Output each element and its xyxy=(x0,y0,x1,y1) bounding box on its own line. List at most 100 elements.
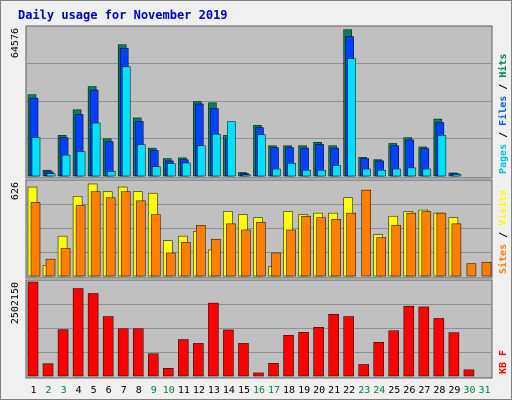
bar xyxy=(257,134,266,177)
bar xyxy=(403,305,415,377)
bar xyxy=(60,248,71,277)
bar xyxy=(87,293,99,377)
bar xyxy=(166,252,176,277)
bar xyxy=(102,316,114,377)
x-tick-label: 19 xyxy=(298,385,310,396)
legend-kb-f: KB F xyxy=(498,350,509,374)
x-tick-label: 12 xyxy=(193,385,205,396)
x-tick-label: 27 xyxy=(418,385,430,396)
bar xyxy=(27,281,39,377)
bar xyxy=(193,343,204,377)
bar xyxy=(105,197,116,277)
bar xyxy=(466,263,477,277)
panel-visits-sites: 626 Sites / Visits xyxy=(10,179,509,279)
bar xyxy=(361,189,371,277)
bar xyxy=(151,214,161,277)
bar xyxy=(271,252,281,277)
bar xyxy=(346,212,356,277)
x-tick-label: 26 xyxy=(403,385,415,396)
x-tick-label: 28 xyxy=(433,385,445,396)
bar xyxy=(392,168,402,177)
x-tick-label: 3 xyxy=(61,385,67,396)
bar xyxy=(241,229,251,277)
y-max-label: 626 xyxy=(10,182,21,200)
bar xyxy=(421,211,432,277)
bar xyxy=(313,327,324,377)
bar xyxy=(301,215,311,277)
bar xyxy=(302,169,311,177)
x-tick-label: 31 xyxy=(478,385,490,396)
bar xyxy=(433,318,445,377)
bar xyxy=(163,368,174,377)
x-tick-label: 24 xyxy=(373,385,385,396)
x-tick-label: 14 xyxy=(223,385,235,396)
bar xyxy=(61,154,71,177)
bar xyxy=(152,166,161,177)
x-tick-label: 15 xyxy=(238,385,250,396)
bar xyxy=(283,335,294,377)
x-tick-label: 2 xyxy=(46,385,52,396)
bar xyxy=(316,217,326,277)
bar xyxy=(76,151,86,177)
x-tick-label: 18 xyxy=(283,385,295,396)
bar xyxy=(227,121,236,177)
bar xyxy=(317,169,326,177)
bar xyxy=(178,339,189,377)
bar xyxy=(253,372,264,377)
panel-hits-files-pages: 64576 Pages / Files / Hits xyxy=(10,25,509,179)
bar xyxy=(238,343,249,377)
x-tick-label: 30 xyxy=(463,385,475,396)
x-tick-label: 16 xyxy=(253,385,265,396)
series-axis-label: Sites / Visits xyxy=(497,190,509,274)
bar xyxy=(377,169,386,177)
bar xyxy=(406,212,417,277)
bar xyxy=(373,341,384,377)
bar xyxy=(437,135,447,177)
bar xyxy=(120,191,131,277)
chart-title: Daily usage for November 2019 xyxy=(18,8,228,22)
bar xyxy=(212,133,221,177)
bar xyxy=(167,163,176,177)
bar xyxy=(121,66,131,177)
bar xyxy=(72,288,84,377)
bar xyxy=(481,261,492,277)
bar xyxy=(46,173,56,177)
x-tick-label: 1 xyxy=(31,385,37,396)
series-pages xyxy=(31,58,462,177)
x-tick-label: 6 xyxy=(106,385,112,396)
bar xyxy=(436,212,447,277)
bar xyxy=(287,162,296,177)
x-tick-label: 20 xyxy=(313,385,325,396)
x-tick-label: 8 xyxy=(136,385,142,396)
bar xyxy=(31,137,41,177)
legend-pages: Pages xyxy=(498,144,509,174)
bar xyxy=(358,364,369,377)
legend-files: Files xyxy=(497,96,509,126)
series-sites xyxy=(30,189,492,277)
x-tick-label: 29 xyxy=(448,385,460,396)
bar xyxy=(452,174,462,177)
bar xyxy=(223,329,234,377)
bar xyxy=(182,162,191,177)
bar xyxy=(226,223,236,277)
bar xyxy=(343,316,354,377)
x-tick-label: 23 xyxy=(358,385,370,396)
bar xyxy=(197,145,206,177)
series-axis-label: Pages / Files / Hits xyxy=(497,54,509,174)
bar xyxy=(91,122,101,177)
x-tick-label: 25 xyxy=(388,385,400,396)
bar xyxy=(391,225,402,277)
x-tick-label: 22 xyxy=(343,385,355,396)
x-tick-label: 7 xyxy=(121,385,127,396)
legend-sites: Sites xyxy=(497,244,509,274)
legend-hits: Hits xyxy=(497,54,509,78)
legend-visits: Visits xyxy=(497,190,509,226)
bar xyxy=(272,168,281,177)
bar xyxy=(148,353,159,377)
bar xyxy=(328,313,339,377)
bar xyxy=(181,242,191,277)
bar xyxy=(362,168,371,177)
series-axis-label: KB F xyxy=(498,350,509,374)
y-max-label: 2502150 xyxy=(10,282,21,324)
